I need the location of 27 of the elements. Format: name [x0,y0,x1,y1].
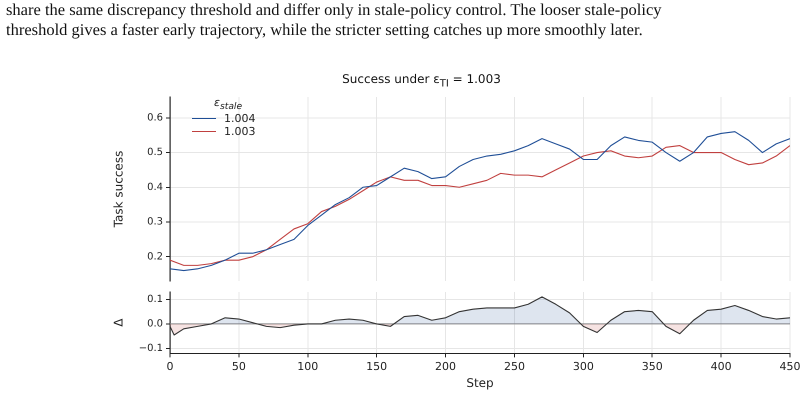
y-axis-title: Task success [111,150,126,228]
chart-title: Success under ε$_{TI}$ = 1.003 [341,72,502,90]
x-tick-label: 450 [780,360,800,373]
legend-label: 1.004 [224,112,256,126]
x-axis-title: Step [466,376,494,390]
text: threshold gives a faster early trajectory, while the stricter setting catches up more smoothly later. [6,20,643,40]
y-axis-title: Δ [111,318,126,327]
x-tick-label: 50 [232,360,246,373]
y-tick-label: 0.4 [147,182,163,193]
y-tick-label: 0.6 [147,112,163,124]
legend-title: ε$_{stale}$ [214,96,244,112]
x-tick-label: 200 [435,360,456,373]
x-tick-label: 300 [572,360,594,373]
x-tick-label: 400 [710,360,732,373]
y-tick-label: −0.1 [138,343,163,354]
y-tick-label: 0.5 [147,147,163,158]
x-tick-label: 100 [297,360,318,373]
legend-label: 1.003 [224,125,256,138]
x-tick-label: 250 [504,360,525,373]
y-tick-label: 0.3 [147,216,163,228]
x-tick-label: 0 [166,360,174,373]
text: share the same discrepancy threshold and differ only in stale-policy control. The looser stale-policy [6,0,662,20]
y-tick-label: 0.0 [147,318,163,330]
x-tick-label: 150 [366,360,388,373]
y-tick-label: 0.1 [147,294,163,305]
x-tick-label: 350 [642,360,663,373]
y-tick-label: 0.2 [147,251,163,262]
